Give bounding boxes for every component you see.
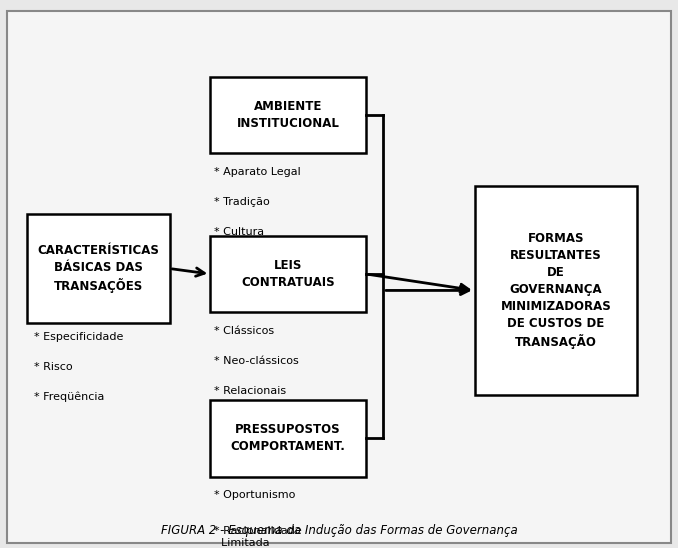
Text: FORMAS
RESULTANTES
DE
GOVERNANÇA
MINIMIZADORAS
DE CUSTOS DE
TRANSAÇÃO: FORMAS RESULTANTES DE GOVERNANÇA MINIMIZ… [500, 232, 612, 349]
Text: PRESSUPOSTOS
COMPORTAMENT.: PRESSUPOSTOS COMPORTAMENT. [231, 424, 346, 453]
Text: LEIS
CONTRATUAIS: LEIS CONTRATUAIS [241, 259, 335, 289]
FancyBboxPatch shape [210, 400, 366, 477]
FancyBboxPatch shape [210, 236, 366, 312]
Text: * Aparato Legal: * Aparato Legal [214, 167, 300, 177]
Text: * Tradição: * Tradição [214, 197, 269, 207]
Text: * Freqüência: * Freqüência [34, 392, 104, 402]
FancyBboxPatch shape [27, 214, 170, 323]
Text: * Especificidade: * Especificidade [34, 332, 123, 341]
FancyBboxPatch shape [210, 77, 366, 153]
FancyBboxPatch shape [475, 186, 637, 395]
Text: FIGURA 2 - Esquema da Indução das Formas de Governança: FIGURA 2 - Esquema da Indução das Formas… [161, 524, 517, 537]
Text: * Cultura: * Cultura [214, 227, 264, 237]
Text: * Relacionais: * Relacionais [214, 386, 285, 396]
Text: AMBIENTE
INSTITUCIONAL: AMBIENTE INSTITUCIONAL [237, 100, 340, 130]
FancyBboxPatch shape [7, 11, 671, 543]
Text: * Clássicos: * Clássicos [214, 326, 274, 336]
Text: CARACTERÍSTICAS
BÁSICAS DAS
TRANSAÇÕES: CARACTERÍSTICAS BÁSICAS DAS TRANSAÇÕES [37, 244, 159, 293]
Text: * Neo-clássicos: * Neo-clássicos [214, 356, 298, 366]
Text: * Oportunismo: * Oportunismo [214, 490, 295, 500]
Text: * Risco: * Risco [34, 362, 73, 372]
Text: * Racionalidade
  Limitada: * Racionalidade Limitada [214, 526, 301, 548]
